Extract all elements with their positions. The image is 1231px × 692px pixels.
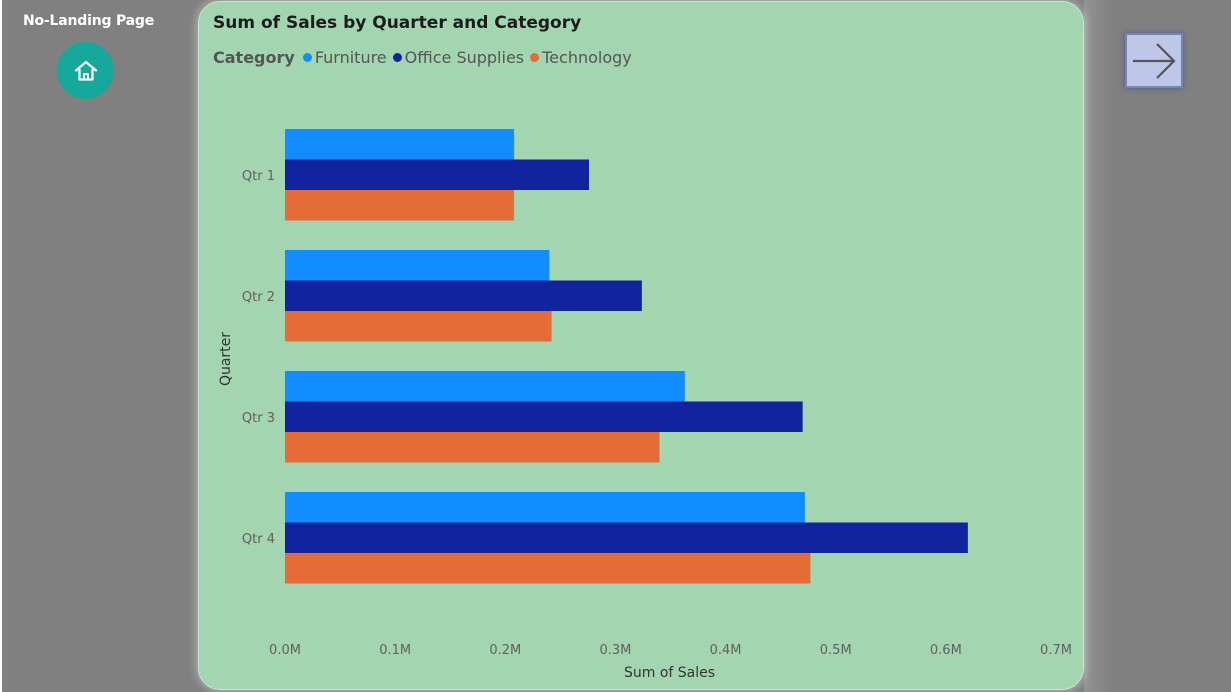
frame-edge — [0, 0, 2, 692]
legend-item-furniture[interactable]: Furniture — [302, 48, 387, 67]
legend-label-technology: Technology — [542, 48, 632, 67]
bar-qtr-3-technology[interactable] — [285, 432, 660, 463]
bar-qtr-4-office-supplies[interactable] — [285, 522, 968, 554]
x-axis-title: Sum of Sales — [624, 665, 715, 681]
x-tick-label: 0.5M — [820, 643, 852, 658]
bar-qtr-1-technology[interactable] — [285, 190, 515, 221]
bar-qtr-2-technology[interactable] — [285, 311, 552, 342]
bar-qtr-1-furniture[interactable] — [285, 129, 515, 160]
legend-dot-technology — [530, 53, 540, 62]
bar-chart: Qtr 1 Qtr 2 Qtr 3 Qtr 4 0.0M 0.1M 0.2M 0.3M 0.4M… — [218, 129, 1072, 681]
y-tick-label: Qtr 1 — [242, 169, 275, 184]
legend-dot-furniture — [302, 53, 312, 62]
card-shadow — [1084, 0, 1114, 692]
y-tick-label: Qtr 2 — [242, 290, 275, 305]
legend-title: Category — [213, 48, 295, 67]
x-tick-label: 0.0M — [269, 643, 301, 658]
bar-qtr-3-furniture[interactable] — [285, 371, 685, 402]
bar-qtr-4-technology[interactable] — [285, 553, 811, 584]
x-tick-label: 0.7M — [1040, 643, 1072, 658]
x-tick-label: 0.6M — [930, 643, 962, 658]
chart-legend: Category Furniture Office Supplies Techn… — [213, 48, 638, 67]
bar-qtr-1-office-supplies[interactable] — [285, 159, 589, 191]
home-button[interactable] — [57, 42, 114, 99]
y-axis-title: Quarter — [218, 332, 234, 386]
arrow-right-icon — [1130, 41, 1178, 81]
x-tick-label: 0.4M — [710, 643, 742, 658]
bar-qtr-3-office-supplies[interactable] — [285, 401, 803, 433]
bar-qtr-2-furniture[interactable] — [285, 250, 550, 281]
x-tick-label: 0.1M — [379, 643, 411, 658]
legend-item-office-supplies[interactable]: Office Supplies — [392, 48, 525, 67]
chart-card[interactable]: Sum of Sales by Quarter and Category Cat… — [198, 1, 1084, 690]
next-page-button[interactable] — [1125, 33, 1183, 88]
y-tick-label: Qtr 4 — [242, 532, 275, 547]
page-title: No-Landing Page — [23, 13, 155, 29]
legend-label-furniture: Furniture — [314, 48, 387, 67]
bar-qtr-2-office-supplies[interactable] — [285, 280, 642, 312]
legend-label-office-supplies: Office Supplies — [404, 48, 525, 67]
bar-qtr-4-furniture[interactable] — [285, 492, 805, 523]
x-tick-label: 0.3M — [599, 643, 631, 658]
home-icon — [73, 58, 99, 84]
chart-title: Sum of Sales by Quarter and Category — [213, 13, 582, 33]
y-tick-label: Qtr 3 — [242, 411, 275, 426]
legend-dot-office-supplies — [392, 53, 402, 62]
x-tick-label: 0.2M — [489, 643, 521, 658]
legend-item-technology[interactable]: Technology — [530, 48, 632, 67]
